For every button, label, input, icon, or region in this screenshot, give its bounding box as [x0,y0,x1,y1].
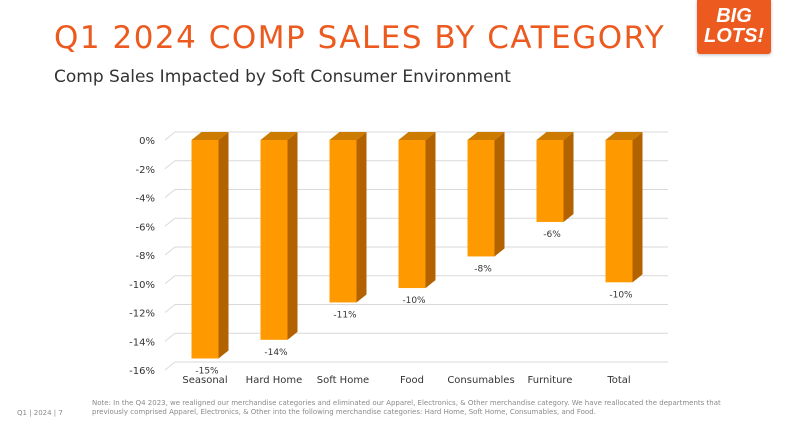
chart-data-label: -10% [609,290,633,300]
chart-bar-top [260,132,298,140]
chart-bar-front [398,140,426,289]
chart-bar-top [398,132,436,140]
chart-bar [260,132,298,340]
y-tick-label: -2% [136,165,155,176]
x-category-label: Soft Home [317,375,369,386]
logo-line-big: BIG [716,5,752,27]
brand-logo: BIG LOTS! [697,0,771,54]
x-category-label: Seasonal [182,375,227,386]
chart-bar-front [260,140,288,340]
y-tick-label: -6% [136,222,155,233]
chart-bar [398,132,436,289]
chart-gridline [164,332,668,342]
chart-bar-side [287,132,298,340]
chart-bar-top [191,132,229,140]
y-tick-label: -16% [129,366,155,377]
chart-bar-top [536,132,574,140]
chart-data-label: -11% [333,310,357,320]
x-category-label: Consumables [447,375,514,386]
chart-bar-side [494,132,505,257]
chart-bar [191,132,229,359]
chart-data-label: -15% [195,367,219,377]
y-tick-label: -8% [136,251,155,262]
chart-bars [191,132,643,359]
chart-gridline [164,361,668,371]
y-axis-tick-labels: 0% -2% -4% -6% -8% -10% -12% -14% -16% [129,136,155,377]
chart-bar [536,132,574,222]
chart-data-label: -10% [402,296,426,306]
y-tick-label: -12% [129,309,155,320]
chart-bar-front [329,140,357,303]
chart-bar-front [191,140,219,359]
y-tick-label: -10% [129,280,155,291]
x-category-label: Furniture [528,375,573,386]
chart-data-label: -6% [543,230,561,240]
chart-bar-side [356,132,367,303]
chart-bar-side [218,132,229,359]
chart-bar [605,132,643,283]
chart-bar-front [605,140,633,283]
logo-line-lots: LOTS! [704,25,764,47]
x-category-label: Food [400,375,424,386]
chart-data-label: -14% [264,348,288,358]
y-tick-label: -4% [136,194,155,205]
footnote: Note: In the Q4 2023, we realigned our m… [92,399,721,416]
chart-bar [329,132,367,303]
chart-bar-side [632,132,643,283]
y-tick-label: -14% [129,337,155,348]
chart-gridline [164,275,668,285]
page-title: Q1 2024 COMP SALES BY CATEGORY [54,20,666,56]
x-category-label: Hard Home [246,375,303,386]
chart-data-labels: -15% -14% -11% -10% -8% -6% -10% [195,230,633,377]
chart-bar-side [425,132,436,289]
chart-bar-front [536,140,564,222]
chart-bar-top [605,132,643,140]
chart-data-label: -8% [474,264,492,274]
chart-gridline [164,304,668,313]
chart-bar-top [467,132,505,140]
page-subtitle: Comp Sales Impacted by Soft Consumer Env… [54,67,511,87]
chart-bar-side [563,132,574,222]
chart-bar-top [329,132,367,140]
page-footer: Q1 | 2024 | 7 [17,409,63,417]
x-category-label: Total [606,375,630,386]
chart-bar-front [467,140,495,257]
x-axis-category-labels: Seasonal Hard Home Soft Home Food Consumable… [182,375,630,386]
chart-bar [467,132,505,257]
y-tick-label: 0% [139,136,155,147]
